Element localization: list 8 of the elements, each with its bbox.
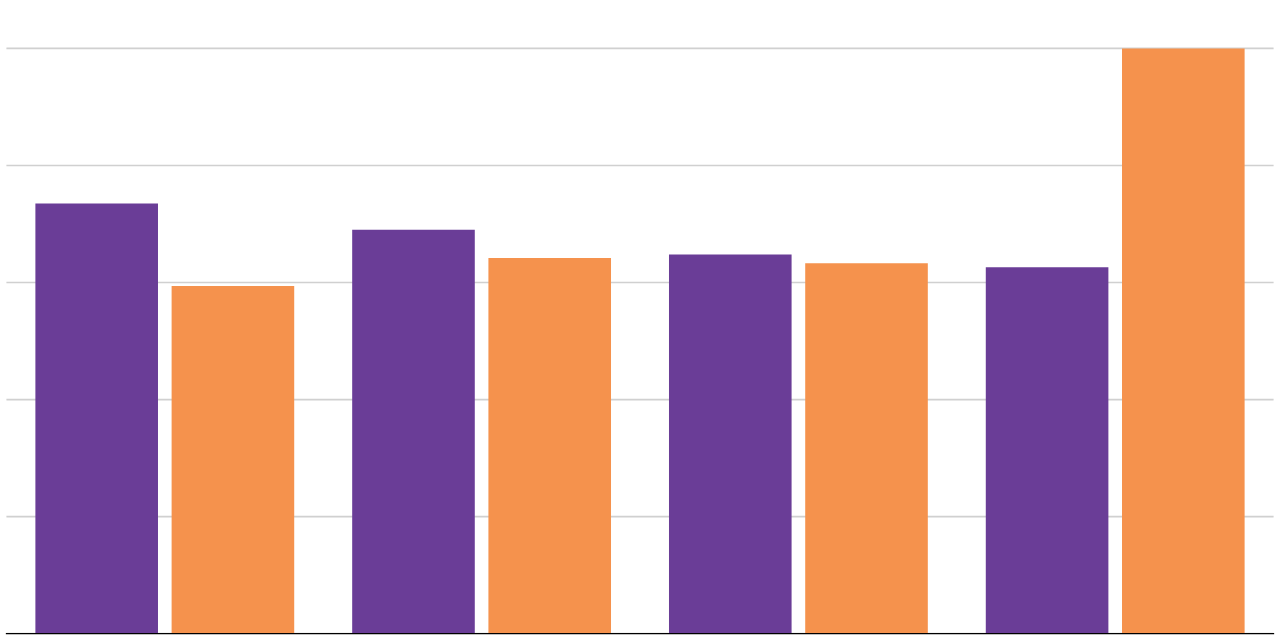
- bar: [488, 257, 612, 634]
- bar: [1122, 48, 1245, 634]
- bar: [985, 267, 1109, 634]
- bar: [805, 263, 928, 634]
- bar: [668, 254, 792, 634]
- bar: [352, 229, 475, 634]
- bar: [171, 286, 295, 634]
- bar: [35, 203, 158, 634]
